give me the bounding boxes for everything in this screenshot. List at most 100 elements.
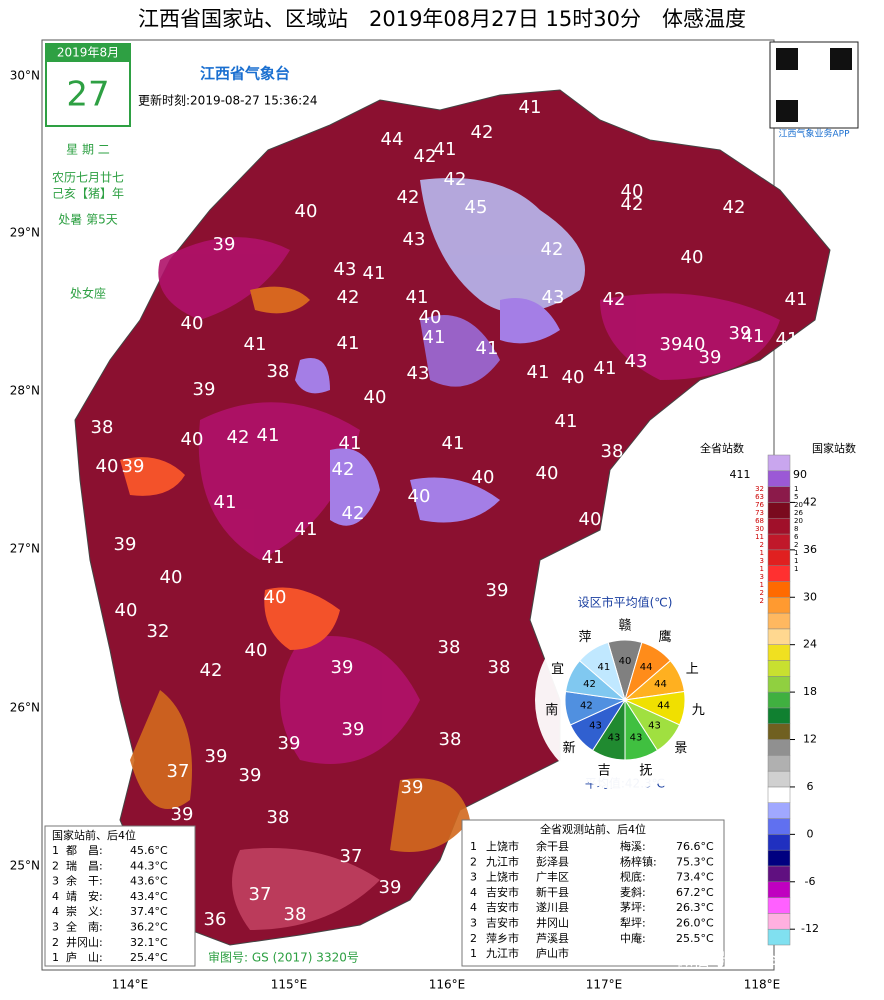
legend-cell <box>767 612 791 630</box>
station-value: 41 <box>406 287 429 308</box>
lat-label: 28°N <box>10 384 40 398</box>
station-value: 41 <box>442 433 465 454</box>
box-cell: 2 <box>470 932 477 945</box>
station-value: 40 <box>115 600 138 621</box>
legend-tick-label: 12 <box>803 733 817 746</box>
station-value: 42 <box>541 239 564 260</box>
legend-tick-label: 6 <box>807 780 814 793</box>
pie-city: 上 <box>686 662 699 677</box>
box-cell: 75.3°C <box>676 855 714 868</box>
station-value: 38 <box>488 657 511 678</box>
station-value: 41 <box>785 289 808 310</box>
box-cell: 杨梓镇: <box>620 854 657 868</box>
lon-label: 114°E <box>112 978 149 992</box>
station-value: 41 <box>519 97 542 118</box>
legend-tick-label: 36 <box>803 543 817 556</box>
station-value: 39 <box>342 719 365 740</box>
station-value: 37 <box>167 761 190 782</box>
station-value: 42 <box>332 459 355 480</box>
box-cell: 枧底: <box>620 870 646 884</box>
box-cell: 76.6°C <box>676 840 714 853</box>
lat-label: 25°N <box>10 859 40 873</box>
station-value: 43 <box>542 287 565 308</box>
pie-value: 43 <box>608 732 621 743</box>
box-cell: 广丰区 <box>536 871 569 884</box>
province-box <box>461 819 725 967</box>
legend-count: 2 <box>760 597 764 605</box>
station-value: 39 <box>729 323 752 344</box>
station-value: 39 <box>699 347 722 368</box>
station-value: 42 <box>471 122 494 143</box>
station-value: 40 <box>579 509 602 530</box>
station-value: 40 <box>96 456 119 477</box>
pie-value: 44 <box>657 701 670 712</box>
legend-cell <box>767 834 791 851</box>
box-cell: 1 <box>52 844 59 857</box>
box-cell: 吉安市 <box>486 900 519 914</box>
station-value: 39 <box>331 657 354 678</box>
legend-count: 20 <box>794 517 803 525</box>
lunar-year: 己亥【猪】年 <box>52 187 124 201</box>
box-cell: 25.5°C <box>676 932 714 945</box>
station-value: 38 <box>439 729 462 750</box>
box-cell: 全 南: <box>66 920 103 934</box>
station-value: 32 <box>147 621 170 642</box>
station-value: 39 <box>114 534 137 555</box>
station-value: 38 <box>267 807 290 828</box>
legend-count: 63 <box>755 493 764 501</box>
station-value: 39 <box>486 580 509 601</box>
blob <box>120 457 185 496</box>
box-cell: 2 <box>52 936 59 949</box>
pie-city: 九 <box>692 703 705 718</box>
box-cell: 3 <box>52 875 59 888</box>
station-value: 41 <box>262 547 285 568</box>
lat-label: 27°N <box>10 542 40 556</box>
legend-cell <box>767 786 791 803</box>
blob <box>295 358 330 394</box>
pie-title: 设区市平均值(℃) <box>578 595 673 610</box>
station-value: 37 <box>340 846 363 867</box>
blob <box>232 848 380 930</box>
box-cell: 43.4°C <box>130 890 168 903</box>
station-value: 40 <box>419 307 442 328</box>
blob <box>600 293 780 380</box>
pie-city: 南 <box>545 702 558 718</box>
legend-cell <box>767 549 791 566</box>
station-value: 41 <box>423 327 446 348</box>
station-value: 42 <box>227 427 250 448</box>
box-cell: 九江市 <box>486 854 519 868</box>
pie-value: 43 <box>648 721 661 732</box>
station-value: 40 <box>160 567 183 588</box>
blob <box>280 636 420 764</box>
legend-cell <box>767 517 791 535</box>
blob <box>158 237 290 320</box>
pie-city: 吉 <box>598 764 611 779</box>
station-value: 40 <box>562 367 585 388</box>
legend-count: 1 <box>794 557 798 565</box>
legend-cell <box>767 581 791 598</box>
box-cell: 茅坪: <box>620 901 646 914</box>
station-value: 40 <box>245 640 268 661</box>
heat-blobs <box>120 178 780 930</box>
legend-cell <box>767 533 791 551</box>
lon-label: 116°E <box>429 978 466 992</box>
station-value: 40 <box>408 486 431 507</box>
station-value: 41 <box>363 263 386 284</box>
lon-label: 117°E <box>586 978 623 992</box>
legend-tick-label: 42 <box>803 495 817 508</box>
station-value: 40 <box>683 334 706 355</box>
pie-value: 42 <box>583 679 596 690</box>
station-value: 41 <box>214 492 237 513</box>
station-value: 41 <box>295 519 318 540</box>
app-caption: 江西气象业务APP <box>778 128 850 140</box>
station-value: 38 <box>601 441 624 462</box>
legend-count: 8 <box>794 525 798 533</box>
legend-cell <box>767 502 791 519</box>
box-cell: 九江市 <box>486 946 519 960</box>
box-cell: 上饶市 <box>486 839 519 853</box>
legend-cell <box>767 849 791 867</box>
legend-count: 26 <box>794 509 803 517</box>
blob <box>198 402 360 560</box>
legend-cell <box>767 707 791 724</box>
legend-count: 30 <box>755 525 764 533</box>
